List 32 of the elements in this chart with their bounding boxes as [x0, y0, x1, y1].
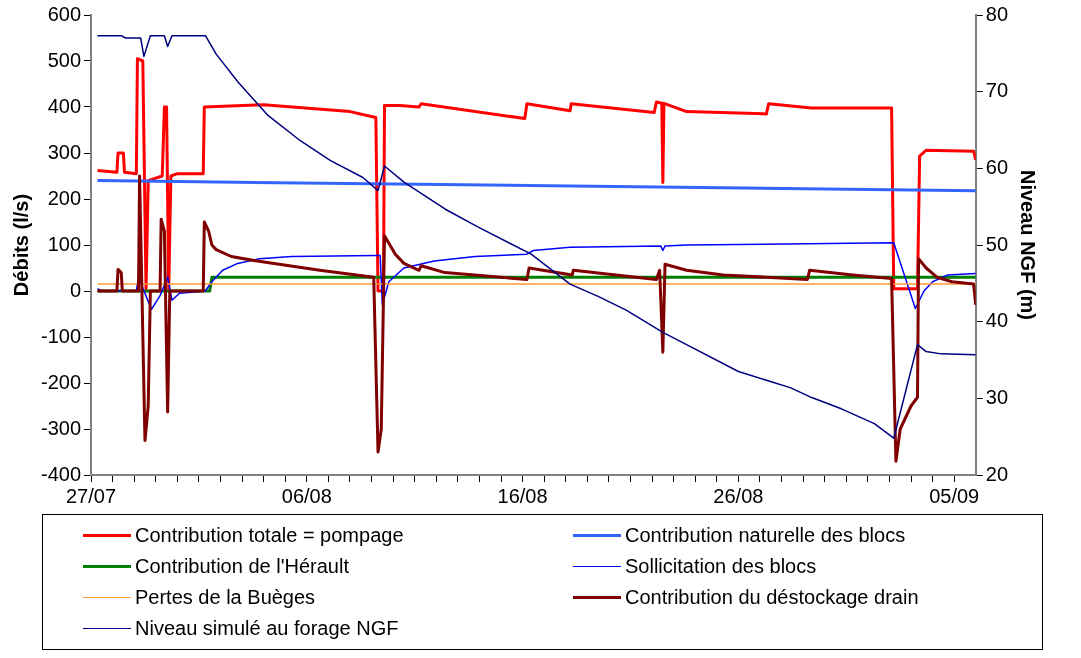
x-tick-label: 06/08: [281, 484, 332, 507]
y-tick-label: 600: [47, 2, 82, 25]
y2-tick-label: 60: [985, 155, 1008, 178]
y-tick-label: 100: [47, 232, 82, 255]
y-tick-label: -300: [41, 416, 82, 439]
legend-label: Contribution totale = pompage: [135, 524, 404, 547]
y2-tick-label: 40: [985, 309, 1008, 332]
y2-tick-label: 30: [985, 385, 1008, 408]
y-tick-label: -400: [41, 462, 82, 485]
x-tick-label: 27/07: [66, 484, 117, 507]
x-tick-label: 26/08: [713, 484, 764, 507]
y-axis-title: Débits (l/s): [9, 193, 32, 297]
y-tick-label: 400: [47, 94, 82, 117]
y-tick-label: 200: [47, 186, 82, 209]
y-tick-label: 0: [69, 278, 82, 301]
legend-label: Contribution de l'Hérault: [135, 555, 349, 578]
legend-label: Contribution naturelle des blocs: [625, 524, 906, 547]
y2-axis-title: Niveau NGF (m): [1017, 169, 1040, 321]
y2-tick-label: 80: [985, 2, 1008, 25]
y2-tick-label: 50: [985, 232, 1008, 255]
legend-label: Contribution du déstockage drain: [625, 586, 919, 609]
y-tick-label: 500: [47, 48, 82, 71]
y2-tick-label: 70: [985, 79, 1008, 102]
y-tick-label: -100: [41, 324, 82, 347]
legend-label: Sollicitation des blocs: [625, 555, 817, 578]
legend-label: Pertes de la Buèges: [135, 586, 316, 609]
x-tick-label: 16/08: [497, 484, 548, 507]
legend-label: Niveau simulé au forage NGF: [135, 617, 399, 640]
y-tick-label: 300: [47, 140, 82, 163]
y-tick-label: -200: [41, 370, 82, 393]
y2-tick-label: 20: [985, 462, 1008, 485]
x-tick-label: 05/09: [929, 484, 980, 507]
